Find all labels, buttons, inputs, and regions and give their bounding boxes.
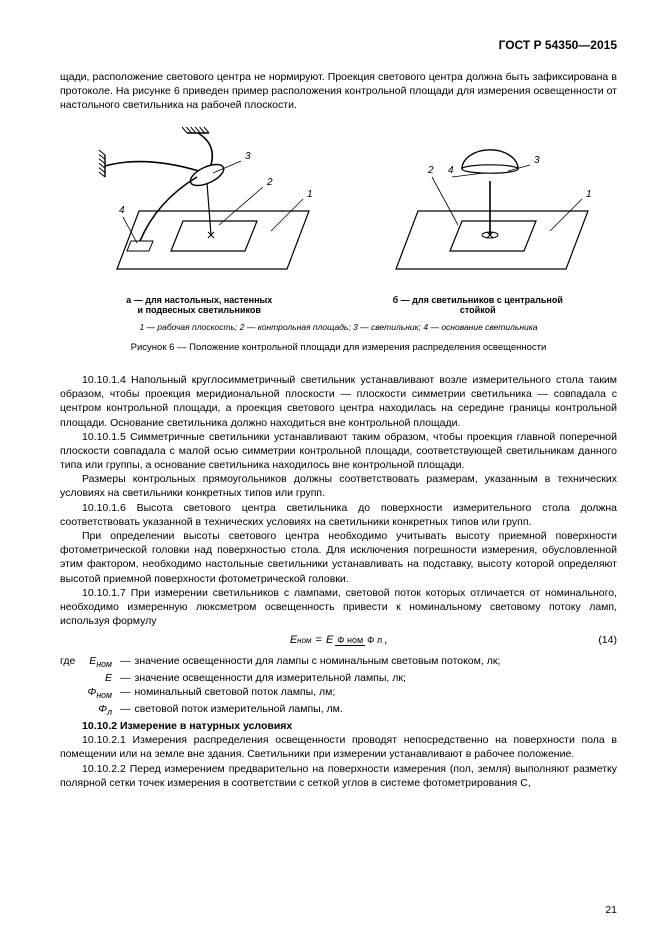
para-10-10-2-2: 10.10.2.2 Перед измерением предварительн…: [60, 762, 617, 790]
para-10-10-1-5: 10.10.1.5 Симметричные светильники устан…: [60, 430, 617, 473]
intro-paragraph: щади, расположение светового центра не н…: [60, 70, 617, 113]
svg-text:1: 1: [586, 189, 592, 200]
svg-text:2: 2: [427, 165, 434, 176]
para-height: При определении высоты светового центра …: [60, 529, 617, 586]
figure-b: 1 2 3 4 б — для светильников с центральнойс…: [358, 123, 598, 317]
diagram-b-svg: 1 2 3 4: [358, 123, 598, 288]
where-row: где Eном—значение освещенности для лампы…: [60, 654, 617, 671]
where-row: Φл—световой поток измерительной лампы, л…: [60, 702, 617, 719]
document-id: ГОСТ Р 54350—2015: [60, 38, 617, 52]
svg-text:4: 4: [448, 165, 454, 176]
figure-legend: 1 — рабочая плоскость; 2 — контрольная п…: [60, 322, 617, 332]
eq-lhs-sym: E: [290, 634, 297, 646]
eq-tail: ,: [384, 634, 387, 646]
diagram-a-svg: 1 2 3 4: [79, 123, 319, 288]
para-10-10-1-7: 10.10.1.7 При измерении светильников с л…: [60, 586, 617, 629]
where-row: E—значение освещенности для измерительно…: [60, 671, 617, 685]
svg-text:4: 4: [119, 205, 125, 216]
eq-number: (14): [598, 634, 617, 646]
para-10-10-2-1: 10.10.2.1 Измерения распределения освеще…: [60, 733, 617, 761]
eq-frac: Φ номΦ л: [333, 634, 384, 646]
page-container: ГОСТ Р 54350—2015 щади, расположение све…: [0, 0, 661, 936]
eq-lhs-sub: ном: [297, 636, 311, 645]
svg-text:3: 3: [245, 151, 251, 162]
para-sizes: Размеры контрольных прямоугольников долж…: [60, 472, 617, 500]
para-10-10-1-4: 10.10.1.4 Напольный круглосимметричный с…: [60, 373, 617, 430]
figure-row: 1 2 3 4 а — для настольных, настенныхи подв…: [60, 123, 617, 317]
caption-a: а — для настольных, настенныхи подвесных…: [79, 295, 319, 317]
svg-text:3: 3: [534, 155, 540, 166]
para-10-10-1-6: 10.10.1.6 Высота светового центра светил…: [60, 501, 617, 529]
eq-rhs-sym: E: [326, 634, 333, 646]
page-number: 21: [605, 904, 617, 916]
svg-text:1: 1: [307, 189, 313, 200]
figure-a: 1 2 3 4 а — для настольных, настенныхи подв…: [79, 123, 319, 317]
caption-b: б — для светильников с центральнойстойко…: [358, 295, 598, 317]
where-row: Φном—номинальный световой поток лампы, л…: [60, 685, 617, 702]
equation-14: Eном = E Φ номΦ л , (14): [60, 634, 617, 646]
sec-10-10-2-title: 10.10.2 Измерение в натурных условиях: [60, 719, 617, 733]
svg-text:2: 2: [266, 177, 273, 188]
where-block: где Eном—значение освещенности для лампы…: [60, 654, 617, 719]
eq-equals: =: [312, 634, 326, 646]
figure-title: Рисунок 6 — Положение контрольной площад…: [60, 342, 617, 353]
